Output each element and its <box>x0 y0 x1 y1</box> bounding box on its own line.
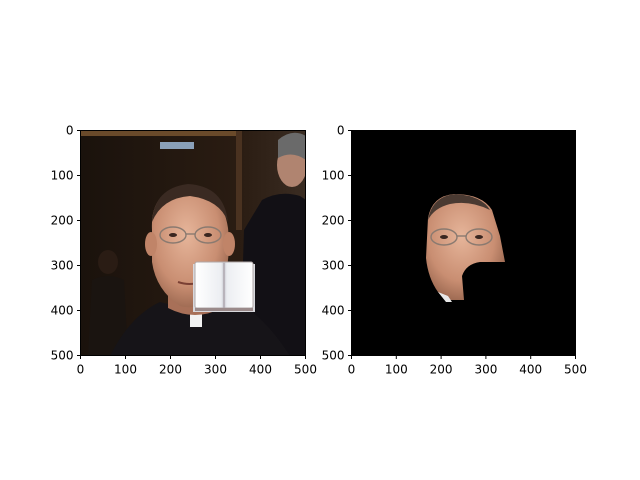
segmented-face-x-tick-label: 500 <box>564 363 587 377</box>
segmented-face-y-tick-label: 0 <box>337 124 345 138</box>
original-photo-y-tick-label: 100 <box>51 169 74 183</box>
segmented-face-frame <box>351 130 576 356</box>
segmented-face-y-tick-label: 400 <box>322 304 345 318</box>
original-photo-y-tick-label: 300 <box>51 259 74 273</box>
original-photo-x-tick-label: 300 <box>204 363 227 377</box>
book-overlay-icon <box>193 261 255 312</box>
original-photo-x-tick-label: 400 <box>249 363 272 377</box>
original-photo-frame <box>80 130 306 356</box>
original-photo-y-tick-label: 400 <box>51 304 74 318</box>
original-photo-x-tick-label: 0 <box>77 363 85 377</box>
glasses-icon <box>159 226 222 244</box>
original-photo-x-tick-label: 500 <box>294 363 317 377</box>
segmented-face-x-tick-label: 100 <box>385 363 408 377</box>
original-photo-y-tick-label: 500 <box>51 349 74 363</box>
original-photo-y-tick-label: 0 <box>66 124 74 138</box>
original-photo-x-tick-label: 200 <box>159 363 182 377</box>
segmented-face-x-tick-label: 200 <box>430 363 453 377</box>
segmented-face-y-tick-label: 300 <box>322 259 345 273</box>
segmented-face-x-tick-label: 400 <box>519 363 542 377</box>
original-photo-y-tick-label: 200 <box>51 214 74 228</box>
original-photo-x-tick-label: 100 <box>114 363 137 377</box>
segmented-face-x-tick-label: 300 <box>474 363 497 377</box>
segmented-face-y-tick-label: 200 <box>322 214 345 228</box>
segmented-face-y-tick-label: 100 <box>322 169 345 183</box>
segmented-face-y-tick-label: 500 <box>322 349 345 363</box>
segmented-face-x-tick-label: 0 <box>348 363 356 377</box>
original-photo-panel <box>80 130 306 356</box>
segmented-face-panel <box>351 130 576 356</box>
